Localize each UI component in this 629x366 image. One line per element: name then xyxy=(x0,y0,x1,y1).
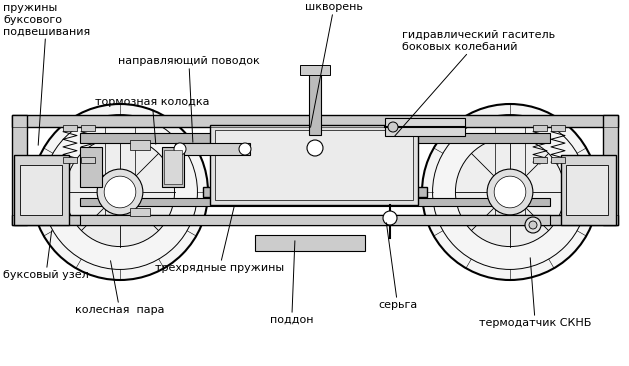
Text: пружины
буксового
подвешивания: пружины буксового подвешивания xyxy=(3,3,90,145)
Circle shape xyxy=(455,138,565,247)
Bar xyxy=(300,65,330,75)
Bar xyxy=(130,140,150,150)
Circle shape xyxy=(104,176,136,208)
Text: термодатчик СКНБ: термодатчик СКНБ xyxy=(479,258,591,328)
Bar xyxy=(255,235,365,251)
Bar xyxy=(12,115,618,127)
Circle shape xyxy=(32,104,208,280)
Bar xyxy=(12,115,27,225)
Bar xyxy=(203,187,427,197)
Text: буксовый узел: буксовый узел xyxy=(3,231,89,280)
Bar xyxy=(175,143,250,155)
Bar xyxy=(63,157,77,163)
Circle shape xyxy=(494,176,526,208)
Text: поддон: поддон xyxy=(270,241,313,325)
Circle shape xyxy=(65,138,175,247)
Bar xyxy=(80,198,550,206)
Bar xyxy=(210,125,418,205)
Bar xyxy=(80,147,102,187)
Bar xyxy=(551,157,565,163)
Bar xyxy=(105,115,135,225)
Circle shape xyxy=(525,217,541,233)
Bar xyxy=(533,125,547,131)
Bar xyxy=(12,215,618,225)
Circle shape xyxy=(383,211,397,225)
Bar xyxy=(63,125,77,131)
Bar xyxy=(561,155,616,225)
Bar xyxy=(566,165,608,215)
Text: колесная  пара: колесная пара xyxy=(75,261,165,315)
Bar xyxy=(14,155,69,225)
Bar xyxy=(80,215,550,225)
Bar xyxy=(495,115,525,225)
Circle shape xyxy=(97,169,143,215)
Bar xyxy=(81,157,95,163)
Bar xyxy=(162,147,184,187)
Bar xyxy=(603,115,618,225)
Text: серьга: серьга xyxy=(378,223,417,310)
Bar xyxy=(130,208,150,216)
Circle shape xyxy=(388,122,398,132)
Circle shape xyxy=(422,104,598,280)
Bar xyxy=(533,157,547,163)
Circle shape xyxy=(307,140,323,156)
Bar xyxy=(309,70,321,135)
Text: гидравлический гаситель
боковых колебаний: гидравлический гаситель боковых колебани… xyxy=(395,30,555,136)
Bar xyxy=(20,165,62,215)
Bar xyxy=(164,150,182,184)
Bar xyxy=(551,125,565,131)
Bar xyxy=(215,130,413,200)
Text: направляющий поводок: направляющий поводок xyxy=(118,56,260,142)
Bar xyxy=(81,125,95,131)
Bar xyxy=(385,118,465,136)
Text: шкворень: шкворень xyxy=(305,2,363,127)
Circle shape xyxy=(239,143,251,155)
Text: тормозная колодка: тормозная колодка xyxy=(95,97,209,144)
Circle shape xyxy=(529,221,537,229)
Circle shape xyxy=(487,169,533,215)
Bar xyxy=(80,133,550,143)
Circle shape xyxy=(174,143,186,155)
Text: трехрядные пружины: трехрядные пружины xyxy=(155,206,284,273)
